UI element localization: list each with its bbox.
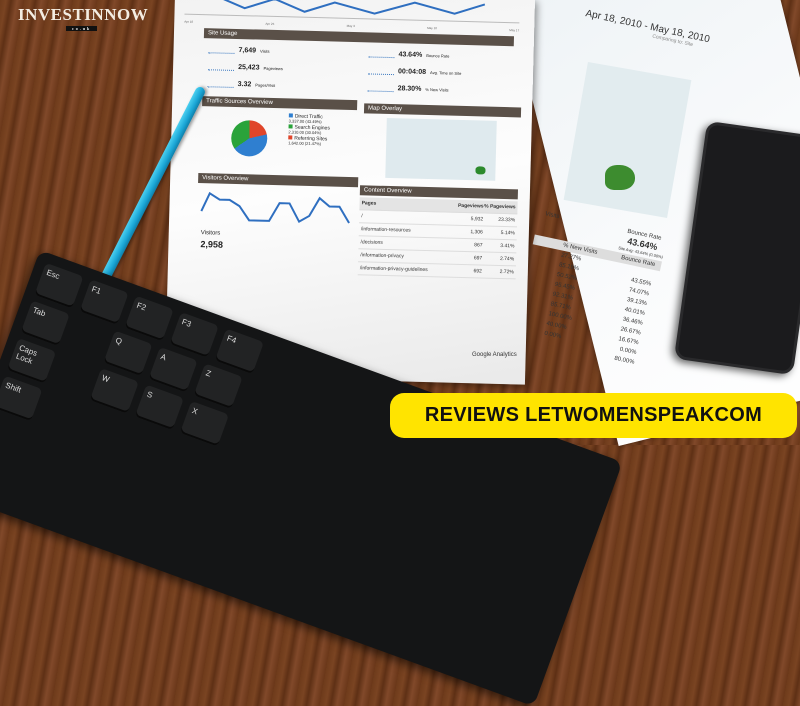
- australia-highlight: [605, 165, 635, 190]
- table-cell: /: [361, 213, 363, 220]
- sparkline-icon: [368, 50, 395, 58]
- stat-label: Visits: [260, 48, 270, 54]
- sparkline-icon: [367, 84, 394, 92]
- visitors-value: 2,958: [200, 239, 224, 250]
- visitors-label: Visitors: [200, 230, 221, 237]
- google-analytics-footer: Google Analytics: [472, 352, 517, 358]
- key: Esc: [34, 262, 84, 309]
- key: Shift: [0, 375, 43, 422]
- top-chart-fragment: Apr 18 Apr 26 May 3 May 10 May 17: [184, 0, 520, 32]
- world-map: [385, 117, 497, 181]
- stat-label: Bounce Rate: [426, 52, 450, 59]
- stat-value: 00:04:08: [397, 68, 427, 76]
- key: Caps Lock: [6, 337, 57, 384]
- key-label: W: [100, 373, 111, 385]
- top-line-chart: [214, 0, 486, 15]
- traffic-legend-item: Referring Sites 1,642.00 (21.47%): [288, 134, 330, 147]
- australia-marker: [475, 166, 486, 175]
- stat-value: 25,423: [238, 64, 260, 72]
- sparkline-icon: [367, 67, 395, 75]
- legend-swatch: [288, 134, 293, 140]
- table-cell: 697: [473, 255, 483, 262]
- traffic-header: Traffic Sources Overview: [202, 96, 358, 111]
- stat-value: 7,649: [238, 47, 257, 55]
- table-cell: 1,306: [470, 229, 483, 236]
- key-label: F1: [90, 284, 103, 297]
- table-row: /information-privacy-guidelines 692 2.72%: [357, 262, 516, 280]
- key: W: [89, 368, 139, 414]
- usage-stat: 28.30%% New Visits: [367, 79, 517, 100]
- logo-text: INVESTINNOW: [18, 5, 149, 24]
- key: F1: [79, 279, 129, 325]
- visitors-header: Visitors Overview: [198, 173, 359, 188]
- map-header: Map Overlay: [363, 103, 522, 118]
- key: Z: [193, 363, 243, 409]
- analytics-report-sheet: Apr 18 Apr 26 May 3 May 10 May 17 Site Usage…: [165, 0, 535, 385]
- table-cell: /information-resources: [360, 226, 411, 234]
- table-cell: 867: [474, 242, 483, 249]
- table-cell: [652, 271, 653, 278]
- table-cell: 5,932: [470, 216, 484, 223]
- stat-value: 3.32: [237, 81, 252, 89]
- key-label: Z: [204, 368, 213, 379]
- key-label: F3: [180, 317, 193, 329]
- axis-label: Apr 18: [184, 19, 194, 24]
- table-cell: 2.72%: [499, 268, 514, 276]
- stat-label: % New Visits: [425, 86, 449, 93]
- axis-label: May 17: [509, 28, 520, 33]
- axis-label: Apr 26: [265, 21, 275, 26]
- visits-heading: Visits: [544, 211, 560, 221]
- key: F2: [124, 295, 174, 342]
- key-label: F4: [225, 333, 238, 346]
- table-cell: 5.14%: [500, 229, 515, 237]
- key-label: F2: [135, 300, 148, 313]
- table-cell: /information-privacy-guidelines: [359, 265, 428, 274]
- sparkline-icon: [207, 80, 234, 88]
- key: F4: [214, 328, 264, 375]
- column-header: % Pageviews: [484, 203, 516, 211]
- axis-label: May 10: [427, 25, 438, 31]
- table-cell: /information-privacy: [360, 252, 404, 260]
- key-label: Tab: [31, 305, 47, 319]
- key-label: A: [159, 352, 168, 363]
- bounce-table: Visits Bounce Rate 43.64% Site Avg: 43.64%…: [512, 210, 667, 369]
- stat-value: 28.30%: [397, 85, 422, 93]
- legend-swatch: [288, 113, 293, 118]
- table-cell: 3.41%: [500, 242, 515, 250]
- column-header: Pages: [361, 200, 377, 207]
- key: Tab: [20, 300, 70, 347]
- stat-value: 43.64%: [398, 51, 423, 59]
- key: Q: [103, 330, 153, 377]
- visitors-line-chart: [200, 191, 350, 224]
- stat-label: Pages/Visit: [255, 82, 276, 89]
- column-header: Pageviews: [457, 202, 484, 210]
- key: F3: [169, 312, 219, 358]
- table-cell: 23.33%: [498, 216, 516, 224]
- logo-tag: co.uk: [66, 26, 98, 31]
- key-label: Esc: [45, 267, 61, 281]
- traffic-pie-chart: [230, 119, 268, 157]
- key: X: [179, 400, 230, 447]
- stat-label: Pageviews: [263, 65, 283, 72]
- table-cell: /decisions: [360, 239, 383, 246]
- usage-stat: 3.32 Pages/Visit: [207, 75, 367, 96]
- key-label: Q: [114, 335, 124, 347]
- sparkline-icon: [208, 46, 235, 54]
- investinnow-logo: INVESTINNOW co.uk: [18, 5, 149, 31]
- key: S: [134, 384, 185, 431]
- stat-label: Avg. Time on Site: [430, 70, 462, 76]
- key-label: S: [145, 389, 154, 400]
- content-table: Pages Pageviews% Pageviews / 5,932 23.33% /in…: [357, 197, 518, 280]
- key-label: Caps Lock: [14, 343, 39, 366]
- title-banner: REVIEWS LETWOMENSPEAKCOM: [390, 393, 797, 438]
- key-label: Shift: [4, 380, 23, 395]
- table-cell: 692: [473, 268, 482, 275]
- table-cell: [542, 340, 543, 347]
- table-cell: 2.74%: [499, 255, 515, 263]
- sparkline-icon: [208, 63, 235, 71]
- key: A: [148, 346, 198, 393]
- legend-swatch: [288, 124, 293, 129]
- key-label: X: [190, 406, 199, 417]
- axis-label: May 3: [346, 23, 355, 29]
